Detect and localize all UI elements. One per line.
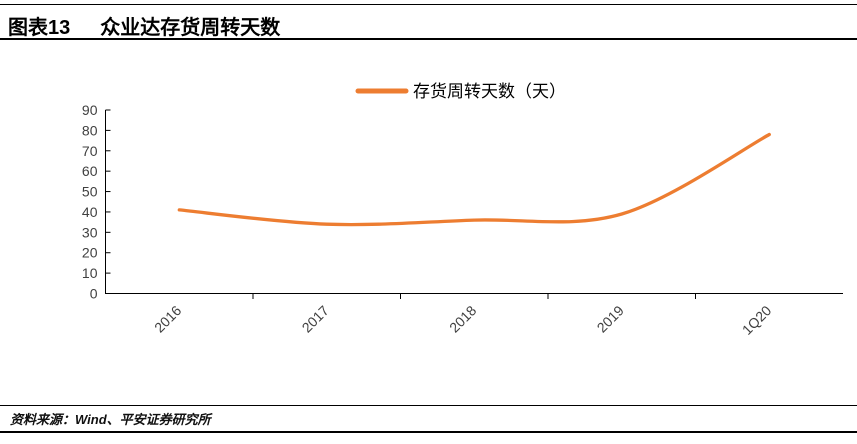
figure-title: 图表13 众业达存货周转天数 — [8, 11, 280, 40]
footer-bottom-rule — [0, 431, 857, 433]
source-note: 资料来源：Wind、平安证券研究所 — [10, 412, 211, 427]
x-axis-tick-label: 2017 — [299, 302, 332, 335]
x-axis-tick-label: 1Q20 — [739, 302, 775, 338]
legend-label: 存货周转天数（天） — [413, 82, 566, 101]
footer-top-rule — [0, 405, 857, 406]
y-axis-tick-label: 50 — [82, 184, 98, 200]
y-axis-tick-label: 90 — [82, 102, 98, 118]
y-axis-tick-label: 10 — [82, 265, 98, 281]
y-axis-tick-label: 30 — [82, 224, 98, 240]
y-axis-tick-label: 20 — [82, 245, 98, 261]
y-axis-tick-label: 0 — [90, 286, 98, 302]
x-axis-tick-label: 2018 — [446, 302, 479, 335]
y-axis-tick-label: 80 — [82, 122, 98, 138]
y-axis-tick-label: 70 — [82, 143, 98, 159]
header-bottom-rule — [0, 38, 857, 40]
figure-title-text: 众业达存货周转天数 — [100, 17, 281, 39]
y-axis-tick-label: 40 — [82, 204, 98, 220]
figure-label: 图表13 — [8, 17, 71, 39]
x-axis-tick-label: 2016 — [151, 302, 184, 335]
series-line-inventory-turnover-days — [177, 132, 771, 227]
header-top-rule — [0, 4, 857, 5]
x-axis-tick-label: 2019 — [594, 302, 627, 335]
y-axis-tick-label: 60 — [82, 163, 98, 179]
